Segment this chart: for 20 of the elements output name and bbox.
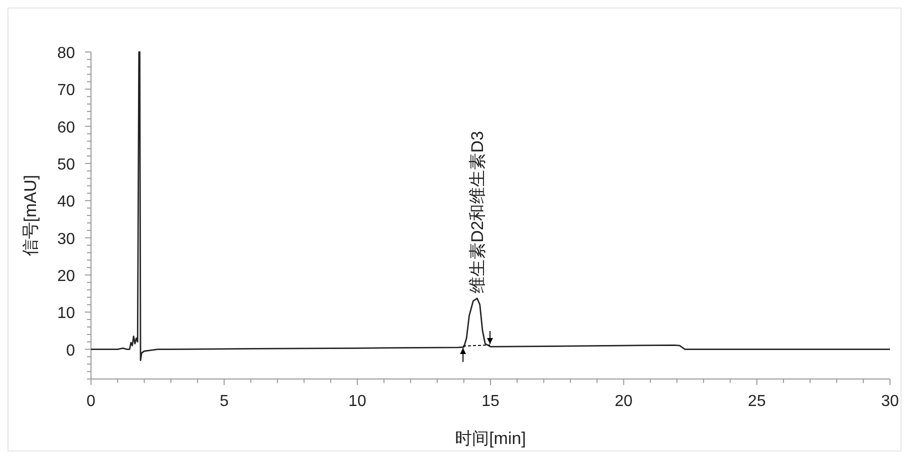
y-tick-label: 10 xyxy=(57,305,76,322)
x-tick-label: 0 xyxy=(86,393,96,410)
x-tick-label: 5 xyxy=(220,393,229,410)
line-series xyxy=(90,51,891,362)
annotation: 维生素D2和维生素D3 xyxy=(468,131,488,294)
x-axis-title: 时间[min] xyxy=(455,429,526,448)
x-tick-label: 20 xyxy=(614,393,633,410)
y-tick-label: 70 xyxy=(57,82,76,100)
y-tick-label: 50 xyxy=(57,156,76,174)
y-tick-label: 30 xyxy=(57,230,76,248)
y-tick-label: 60 xyxy=(57,119,76,136)
y-axis-title: 信号[mAU] xyxy=(21,174,40,256)
x-tick-label: 10 xyxy=(348,393,366,410)
y-tick-label: 20 xyxy=(57,268,76,285)
y-tick-label: 80 xyxy=(57,45,76,62)
y-tick-label: 40 xyxy=(57,194,76,211)
x-tick-label: 25 xyxy=(748,393,766,410)
y-tick-label: 0 xyxy=(66,342,76,360)
x-tick-label: 30 xyxy=(881,393,899,410)
x-tick-label: 15 xyxy=(482,393,500,410)
